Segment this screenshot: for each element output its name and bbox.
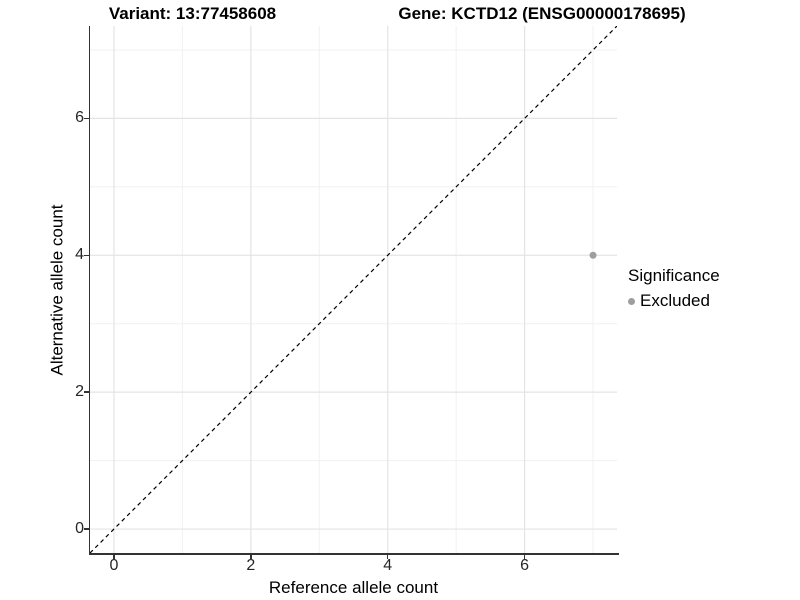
x-tick-mark: [113, 554, 115, 560]
y-tick-label: 6: [75, 109, 84, 127]
y-tick-label: 0: [75, 520, 84, 538]
legend-item-label: Excluded: [640, 291, 710, 310]
plot-canvas: [89, 25, 618, 554]
x-tick-label: 0: [109, 557, 119, 574]
y-tick-label: 4: [75, 246, 84, 264]
y-tick-mark: [84, 528, 89, 530]
data-point: [589, 251, 597, 259]
y-axis-title-box: Alternative allele count: [40, 26, 76, 553]
x-axis-title: Reference allele count: [268, 578, 439, 597]
y-axis-title: Alternative allele count: [48, 203, 68, 376]
x-tick-label: 2: [246, 557, 256, 574]
x-axis-line: [88, 553, 619, 555]
legend: Significance Excluded: [628, 266, 720, 311]
y-axis-line: [88, 26, 91, 555]
x-tick-label: 6: [520, 557, 530, 574]
x-tick-mark: [523, 554, 526, 560]
y-tick-label: 2: [75, 383, 84, 401]
plot-panel: [89, 25, 618, 554]
legend-item-excluded: Excluded: [628, 291, 720, 311]
y-tick-mark: [84, 254, 89, 257]
identity-line: [89, 25, 618, 554]
x-tick-label: 4: [383, 557, 393, 574]
y-tick-mark: [84, 391, 89, 393]
plot-title-variant: Variant: 13:77458608: [108, 4, 277, 23]
legend-key-dot-icon: [628, 297, 635, 305]
plot-title-gene: Gene: KCTD12 (ENSG00000178695): [398, 4, 686, 23]
legend-title: Significance: [628, 266, 720, 285]
y-tick-mark: [84, 117, 89, 120]
x-tick-mark: [250, 554, 252, 560]
x-tick-mark: [386, 554, 389, 560]
